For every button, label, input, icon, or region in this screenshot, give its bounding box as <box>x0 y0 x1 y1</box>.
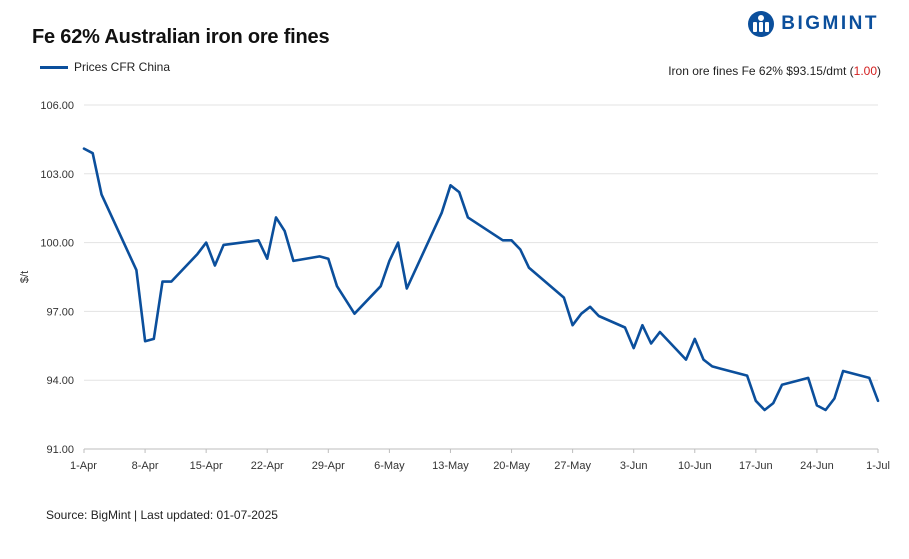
x-tick-label: 6-May <box>374 460 405 472</box>
price-ticker: Iron ore fines Fe 62% $93.15/dmt (1.00) <box>668 64 881 78</box>
y-tick-label: 103.00 <box>40 169 74 181</box>
x-tick-label: 24-Jun <box>800 460 834 472</box>
y-tick-label: 91.00 <box>46 444 74 456</box>
x-tick-label: 10-Jun <box>678 460 712 472</box>
x-tick-label: 22-Apr <box>251 460 284 472</box>
legend-label: Prices CFR China <box>74 60 171 74</box>
y-tick-label: 106.00 <box>40 100 74 112</box>
x-tick-label: 17-Jun <box>739 460 773 472</box>
y-tick-label: 94.00 <box>46 375 74 387</box>
x-tick-label: 3-Jun <box>620 460 648 472</box>
x-tick-label: 29-Apr <box>312 460 345 472</box>
x-tick-label: 1-Apr <box>70 460 97 472</box>
x-tick-label: 15-Apr <box>190 460 223 472</box>
x-tick-label: 13-May <box>432 460 469 472</box>
series-line-prices-cfr-china <box>82 147 880 412</box>
bigmint-logo: BIGMINT <box>747 10 879 38</box>
ticker-close: ) <box>877 64 881 78</box>
y-tick-label: 100.00 <box>40 238 74 250</box>
y-axis: 91.00 94.00 97.00 100.00 103.00 106.00 <box>40 100 74 456</box>
ticker-main: Iron ore fines Fe 62% $93.15/dmt ( <box>668 64 854 78</box>
series-layer <box>82 147 880 412</box>
y-axis-label: $/t <box>19 271 31 283</box>
x-axis: 1-Apr 8-Apr 15-Apr 22-Apr 29-Apr 6-May 13-May 2… <box>70 449 890 472</box>
x-tick-label: 27-May <box>554 460 591 472</box>
bigmint-logo-icon <box>748 11 775 37</box>
chart-title: Fe 62% Australian iron ore fines <box>32 26 330 48</box>
legend-swatch <box>40 65 68 69</box>
ticker-change: 1.00 <box>853 64 877 78</box>
x-tick-label: 20-May <box>493 460 530 472</box>
x-tick-label: 1-Jul <box>866 460 890 472</box>
grid-lines <box>84 104 878 450</box>
x-tick-label: 8-Apr <box>132 460 159 472</box>
y-tick-label: 97.00 <box>46 306 74 318</box>
logo-wordmark: BIGMINT <box>781 13 879 34</box>
legend: Prices CFR China <box>40 60 170 74</box>
source-note: Source: BigMint | Last updated: 01-07-20… <box>46 508 278 522</box>
